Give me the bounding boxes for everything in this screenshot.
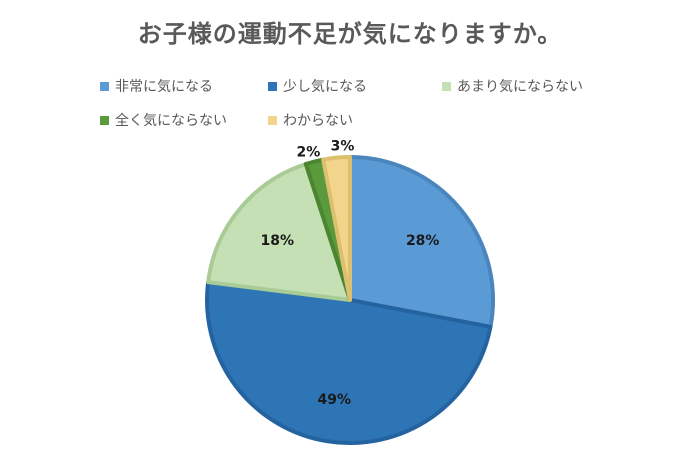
chart-title: お子様の運動不足が気になりますか。 <box>137 20 563 48</box>
legend-item-very-concerned: 非常に気になる <box>100 76 213 96</box>
legend-swatch <box>442 81 451 91</box>
data-label-not-concerned-at-all: 2% <box>297 145 321 161</box>
legend-label: わからない <box>283 113 353 129</box>
data-label-dont-know: 3% <box>331 139 355 155</box>
legend-item-not-very-concerned: あまり気にならない <box>442 76 583 96</box>
data-label-not-very-concerned: 18% <box>261 233 295 249</box>
legend-swatch <box>268 81 277 91</box>
legend-label: 少し気になる <box>283 79 367 95</box>
legend-label: 全く気にならない <box>115 113 227 129</box>
legend-item-somewhat-concerned: 少し気になる <box>268 76 367 96</box>
data-label-somewhat-concerned: 49% <box>318 392 352 408</box>
legend-swatch <box>268 115 277 125</box>
pie-slice-dont-know <box>321 154 352 302</box>
legend-swatch <box>100 115 109 125</box>
legend: 非常に気になる 少し気になる あまり気にならない 全く気にならない わからない <box>0 0 700 140</box>
legend-item-not-concerned-at-all: 全く気にならない <box>100 110 227 130</box>
legend-swatch <box>100 81 109 91</box>
legend-item-dont-know: わからない <box>268 110 353 130</box>
data-label-very-concerned: 28% <box>406 233 440 249</box>
legend-label: あまり気にならない <box>457 79 583 95</box>
pie-slice-somewhat-concerned <box>205 280 493 446</box>
pie-slice-very-concerned <box>348 155 495 329</box>
pie-data-labels: 28% 49% 18% 2% 3% <box>261 139 440 408</box>
legend-label: 非常に気になる <box>115 79 213 95</box>
pie-slice-not-very-concerned <box>206 162 352 302</box>
pie-slices <box>205 154 495 446</box>
